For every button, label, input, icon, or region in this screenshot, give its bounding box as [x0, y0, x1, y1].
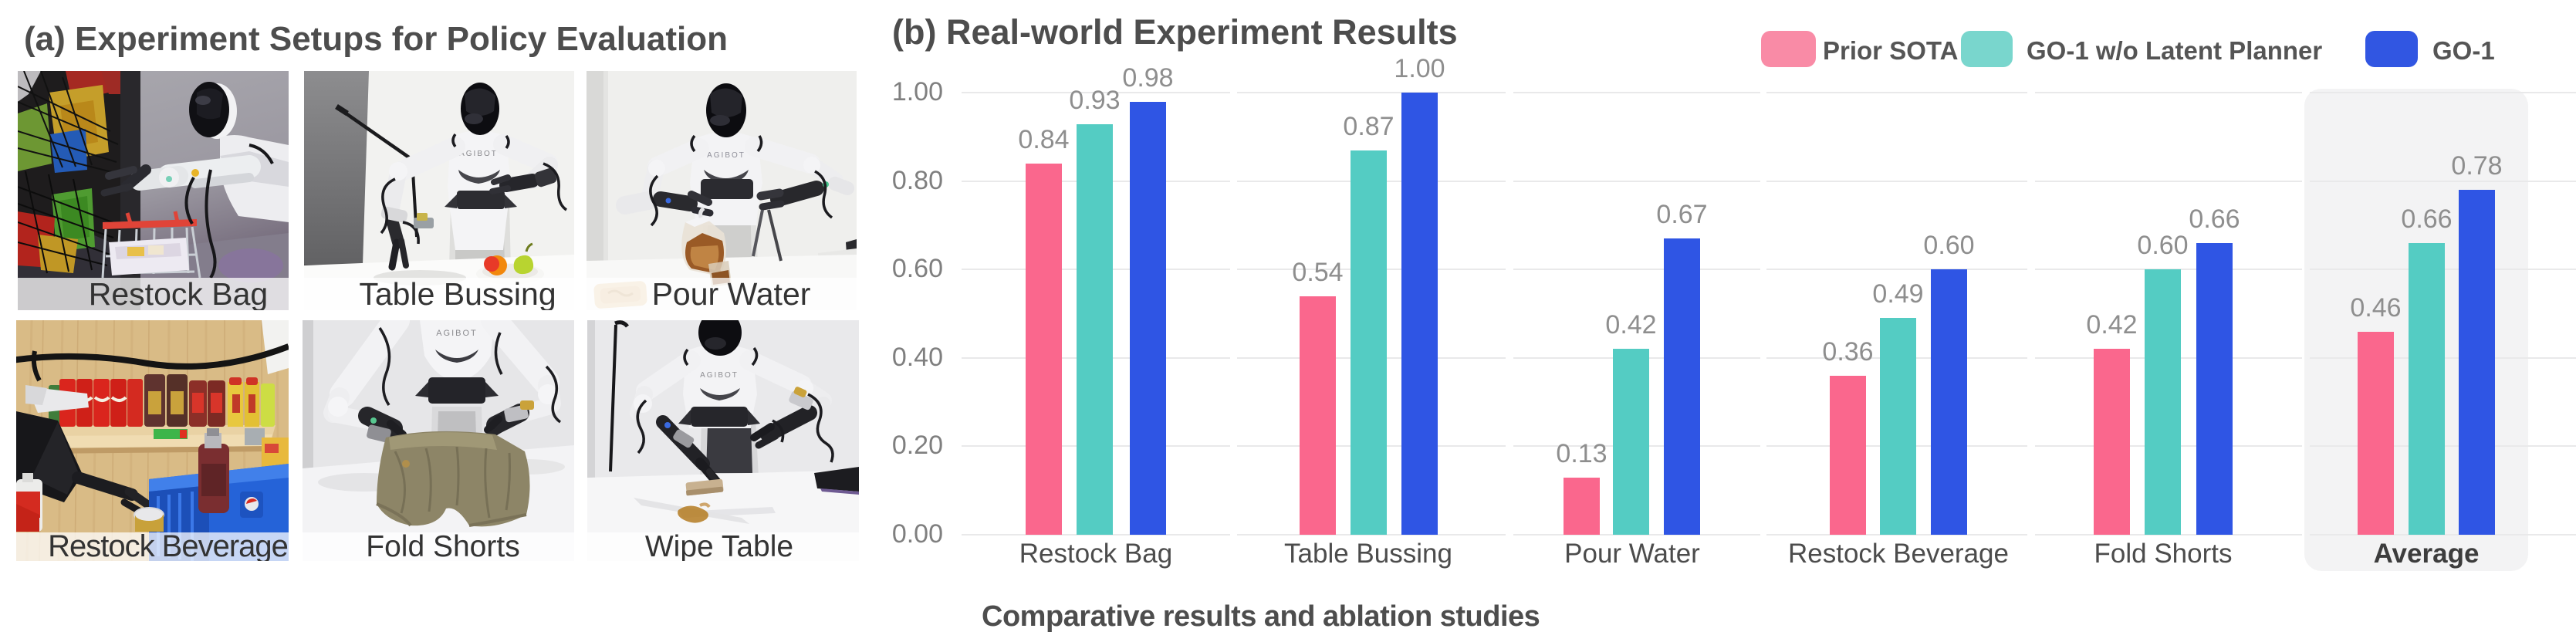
svg-text:AGIBOT: AGIBOT — [707, 151, 745, 160]
svg-text:AGIBOT: AGIBOT — [459, 150, 498, 158]
svg-text:AGIBOT: AGIBOT — [700, 371, 739, 380]
svg-text:AGIBOT: AGIBOT — [436, 329, 478, 338]
